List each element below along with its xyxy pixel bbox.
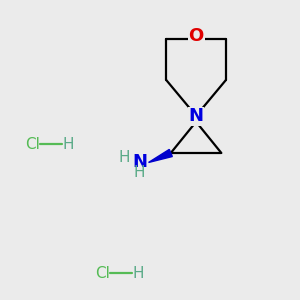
Polygon shape xyxy=(148,149,172,163)
Text: O: O xyxy=(188,27,204,45)
Text: H: H xyxy=(134,165,145,180)
Text: Cl: Cl xyxy=(95,266,110,281)
Polygon shape xyxy=(192,118,200,120)
Text: H: H xyxy=(62,136,74,152)
Text: N: N xyxy=(189,107,204,125)
Text: H: H xyxy=(132,266,144,281)
Text: Cl: Cl xyxy=(25,136,40,152)
Text: H: H xyxy=(119,150,130,165)
Text: N: N xyxy=(132,153,147,171)
